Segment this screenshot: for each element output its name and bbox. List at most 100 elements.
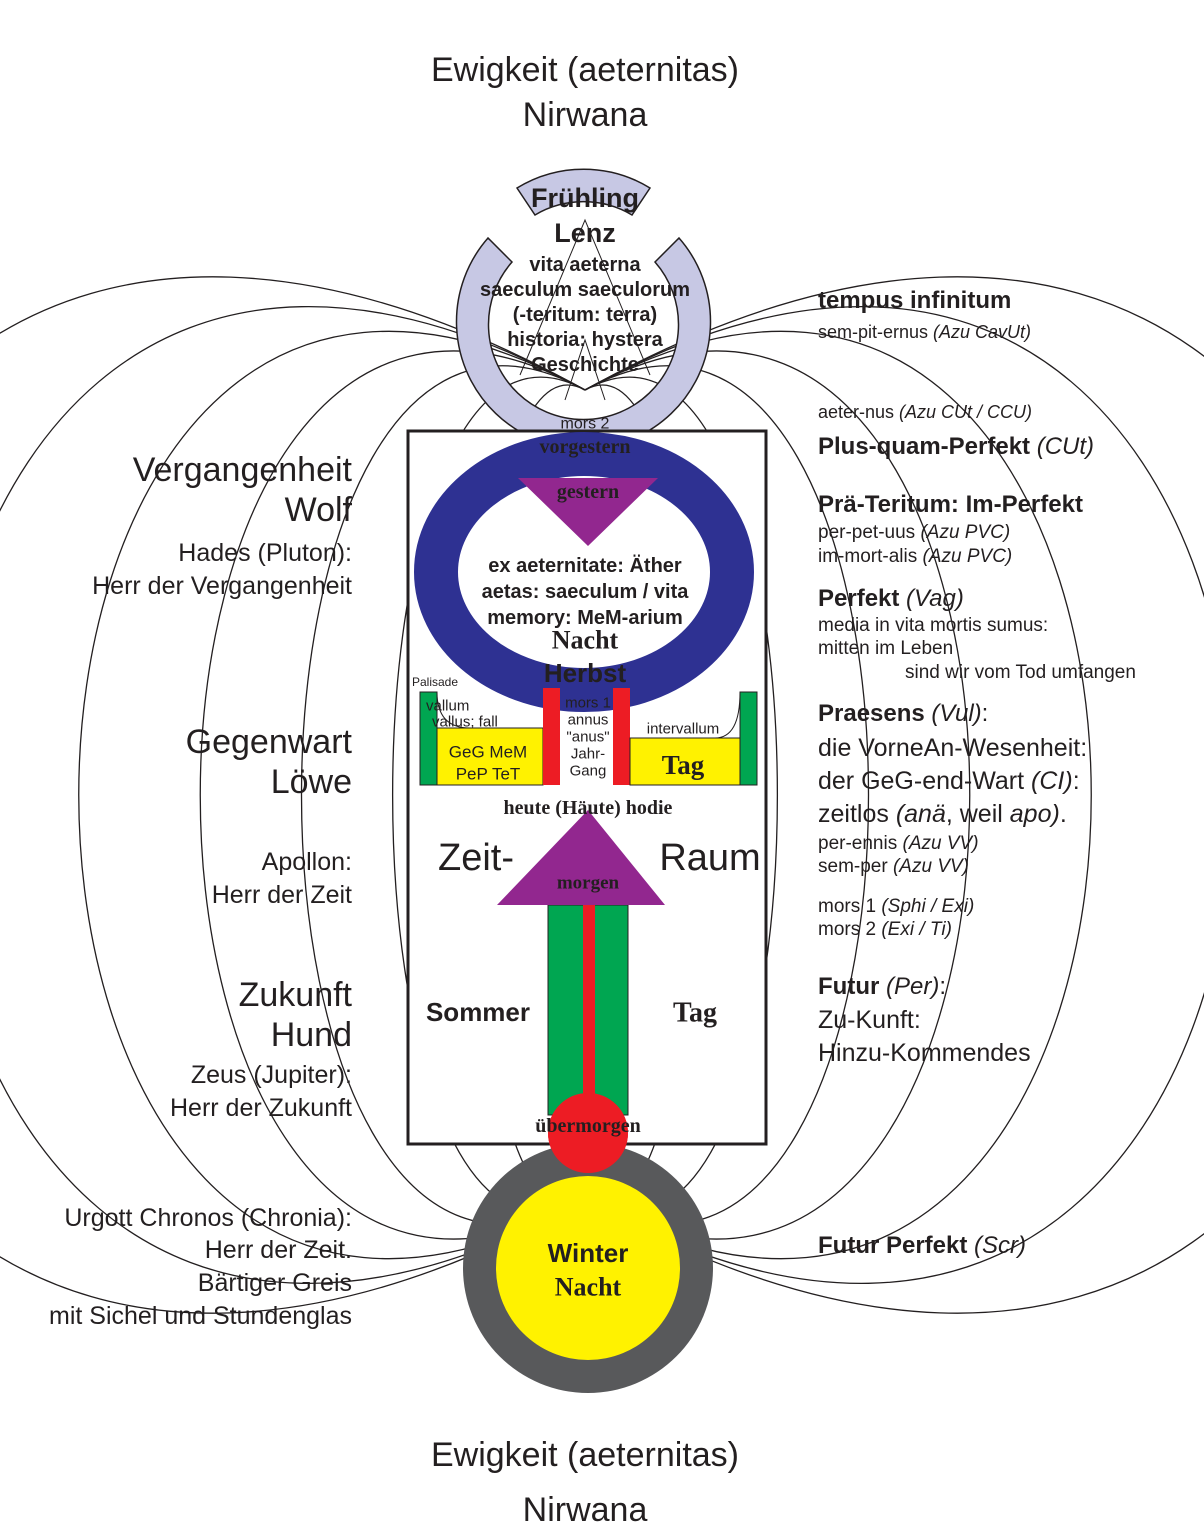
text-part: (Azu VV): [893, 856, 969, 877]
vallum-curve: [436, 691, 543, 729]
time: Zeit-: [438, 837, 514, 879]
box-line: aetas: saeculum / vita: [482, 581, 690, 603]
day-label: vorgestern: [539, 436, 630, 458]
eternity: Ewigkeit (aeternitas): [431, 1436, 739, 1474]
winter-core: [496, 1176, 680, 1360]
right-line: der GeG-end-Wart (CI):: [818, 767, 1080, 795]
left-text: Urgott Chronos (Chronia):: [64, 1204, 352, 1232]
crown-line: Geschichte: [531, 354, 639, 376]
right-line: Futur Perfekt (Scr): [818, 1232, 1026, 1259]
mors-line: mors 1: [565, 695, 611, 712]
eternity: Ewigkeit (aeternitas): [431, 51, 739, 89]
text-part: der GeG-end-Wart: [818, 767, 1031, 795]
morgen-arrow: [497, 810, 665, 905]
left-text: Herr der Zeit.: [205, 1236, 352, 1264]
left-text: Zukunft: [239, 976, 353, 1014]
space: Raum: [659, 837, 760, 879]
mors-line: "anus": [566, 729, 609, 746]
right-line: Praesens (Vul):: [818, 700, 988, 727]
text-part: Hinzu-Kommendes: [818, 1039, 1031, 1067]
pep: PeP TeT: [456, 765, 521, 784]
night: Nacht: [552, 626, 619, 655]
text-part: (Azu CavUt): [933, 322, 1031, 342]
right-line: sem-pit-ernus (Azu CavUt): [818, 322, 1031, 342]
past-ring: [414, 432, 754, 712]
left-text: Herr der Zukunft: [170, 1094, 352, 1122]
day: Tag: [662, 750, 705, 780]
mors-line: Gang: [570, 763, 607, 780]
text-part: mors 1: [818, 896, 881, 917]
text-part: mors 2: [818, 919, 881, 940]
right-line: die VorneAn-Wesenheit:: [818, 734, 1087, 762]
crown-cap: [515, 168, 652, 217]
mors-line: Jahr-: [571, 746, 605, 763]
left-text: Hades (Pluton):: [178, 539, 352, 567]
crown-line: vita aeterna: [529, 254, 641, 276]
day-label: gestern: [557, 481, 619, 503]
text-part: (Scr): [974, 1232, 1026, 1259]
tomorrow: morgen: [557, 873, 620, 894]
right-line: aeter-nus (Azu CUt / CCU): [818, 402, 1032, 422]
red-node-front: [548, 1093, 628, 1173]
right-line: sem-per (Azu VV): [818, 856, 969, 877]
right-line: per-pet-uus (Azu PVC): [818, 522, 1010, 543]
field-line: [199, 350, 586, 1240]
mors-bar-left: [543, 688, 560, 785]
text-part: (Vul): [931, 700, 981, 727]
crown-line: saeculum saeculorum: [480, 279, 690, 301]
right-line: media in vita mortis sumus:: [818, 615, 1048, 636]
left-text: Gegenwart: [186, 723, 353, 761]
text-part: (Azu PVC): [920, 522, 1010, 543]
right-line: Plus-quam-Perfekt (CUt): [818, 433, 1094, 460]
right-line: tempus infinitum: [818, 287, 1011, 314]
right-line: mors 1 (Sphi / Exi): [818, 896, 974, 917]
palisade: Palisade: [412, 675, 458, 689]
field-line: [300, 365, 586, 1225]
intervallum: intervallum: [647, 721, 720, 738]
field-line: [584, 365, 870, 1225]
season: Frühling: [531, 183, 639, 213]
left-text: Zeus (Jupiter):: [191, 1061, 352, 1089]
labels: Ewigkeit (aeternitas) Nirwana Ewigkeit (ae…: [49, 51, 1136, 1529]
geg: GeG MeM: [449, 743, 527, 762]
box-line: ex aeternitate: Äther: [488, 554, 682, 577]
left-text: Vergangenheit: [133, 451, 353, 489]
text-part: Perfekt: [818, 585, 906, 612]
season: Herbst: [544, 658, 627, 688]
left-text: Hund: [271, 1016, 352, 1054]
season: Lenz: [554, 218, 616, 248]
text-part: (anä: [896, 800, 946, 828]
text-part: (Exi / Ti): [881, 919, 952, 940]
right-line: mors 2 (Exi / Ti): [818, 919, 952, 940]
text-part: (Sphi / Exi): [881, 896, 974, 917]
text-part: (Vag): [906, 585, 964, 612]
crown-ring: [455, 236, 712, 450]
text-part: aeter-nus: [818, 402, 899, 422]
field-line: [584, 306, 1204, 1284]
text-part: Praesens: [818, 700, 931, 727]
season: Sommer: [426, 997, 530, 1027]
mors: mors 2: [561, 416, 610, 433]
text-part: Plus-quam-Perfekt: [818, 433, 1037, 460]
text-part: (CUt): [1037, 433, 1094, 460]
left-text: Löwe: [271, 763, 352, 801]
text-part: .: [1060, 800, 1067, 828]
crown-v: [519, 218, 651, 401]
text-part: (Azu PVC): [923, 546, 1013, 567]
text-part: sem-pit-ernus: [818, 322, 933, 342]
right-line: zeitlos (anä, weil apo).: [818, 800, 1067, 828]
box-line: memory: MeM-arium: [487, 607, 683, 629]
season: Winter: [548, 1238, 629, 1268]
right-line: Perfekt (Vag): [818, 585, 964, 612]
right-line: Prä-Teritum: Im-Perfekt: [818, 491, 1083, 518]
right-line: per-ennis (Azu VV): [818, 833, 979, 854]
right-line: im-mort-alis (Azu PVC): [818, 546, 1012, 567]
field-line: [584, 330, 1092, 1260]
crown-line: historia: hystera: [507, 329, 663, 351]
nirwana: Nirwana: [523, 1491, 648, 1529]
field-line: [584, 350, 971, 1240]
vallus: vallus; fall: [432, 714, 498, 731]
text-part: die VorneAn-Wesenheit:: [818, 734, 1087, 762]
text-part: sind wir vom Tod umfangen: [905, 662, 1136, 683]
